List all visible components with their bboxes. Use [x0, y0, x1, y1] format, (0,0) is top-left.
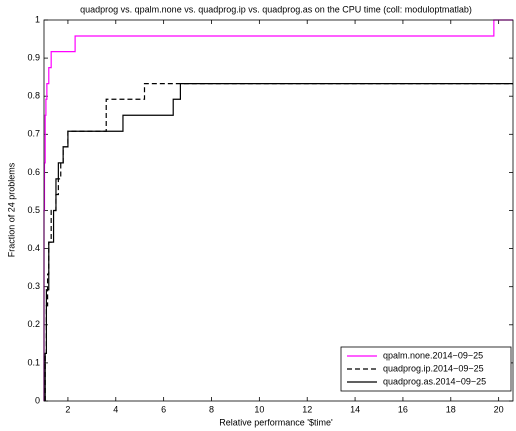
x-tick-label: 14: [350, 404, 360, 414]
legend-label: quadprog.ip.2014−09−25: [383, 363, 484, 373]
x-tick-label: 16: [398, 404, 408, 414]
y-tick-label: 1: [35, 14, 40, 24]
plot-frame: [43, 19, 514, 402]
y-tick-label: 0.6: [27, 167, 40, 177]
x-tick-label: 12: [302, 404, 312, 414]
x-tick-label: 4: [113, 404, 118, 414]
y-tick-label: 0: [35, 395, 40, 405]
x-tick-label: 2: [65, 404, 70, 414]
y-tick-label: 0.8: [27, 91, 40, 101]
chart-title: quadprog vs. qpalm.none vs. quadprog.ip …: [80, 4, 472, 14]
x-tick-label: 6: [161, 404, 166, 414]
legend-label: quadprog.as.2014−09−25: [383, 376, 486, 386]
legend-label: qpalm.none.2014−09−25: [383, 350, 483, 360]
y-tick-label: 0.7: [27, 129, 40, 139]
step-line: [44, 83, 513, 401]
y-axis-label: Fraction of 24 problems: [6, 162, 16, 257]
y-tick-label: 0.2: [27, 319, 40, 329]
y-tick-label: 0.1: [27, 357, 40, 367]
y-tick-label: 0.3: [27, 281, 40, 291]
legend-box: [340, 346, 512, 392]
y-tick-label: 0.9: [27, 52, 40, 62]
x-tick-label: 20: [494, 404, 504, 414]
y-tick-label: 0.5: [27, 205, 40, 215]
x-tick-label: 10: [254, 404, 264, 414]
x-tick-label: 18: [446, 404, 456, 414]
x-tick-label: 8: [209, 404, 214, 414]
x-axis-label: Relative performance '$time': [219, 417, 333, 427]
step-line: [43, 19, 513, 401]
y-tick-label: 0.4: [27, 243, 40, 253]
